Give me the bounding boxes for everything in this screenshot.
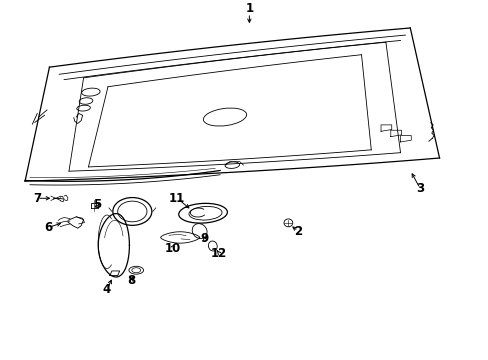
Text: 9: 9 — [200, 233, 208, 246]
Text: 10: 10 — [164, 242, 180, 255]
Text: 7: 7 — [33, 192, 41, 205]
Text: 3: 3 — [415, 182, 423, 195]
Text: 12: 12 — [211, 247, 227, 260]
Text: 11: 11 — [169, 192, 185, 205]
Text: 4: 4 — [102, 283, 111, 296]
Text: 8: 8 — [127, 274, 135, 287]
Text: 1: 1 — [245, 2, 253, 15]
Text: 6: 6 — [44, 221, 53, 234]
Text: 2: 2 — [293, 225, 302, 238]
Text: 5: 5 — [93, 198, 101, 211]
